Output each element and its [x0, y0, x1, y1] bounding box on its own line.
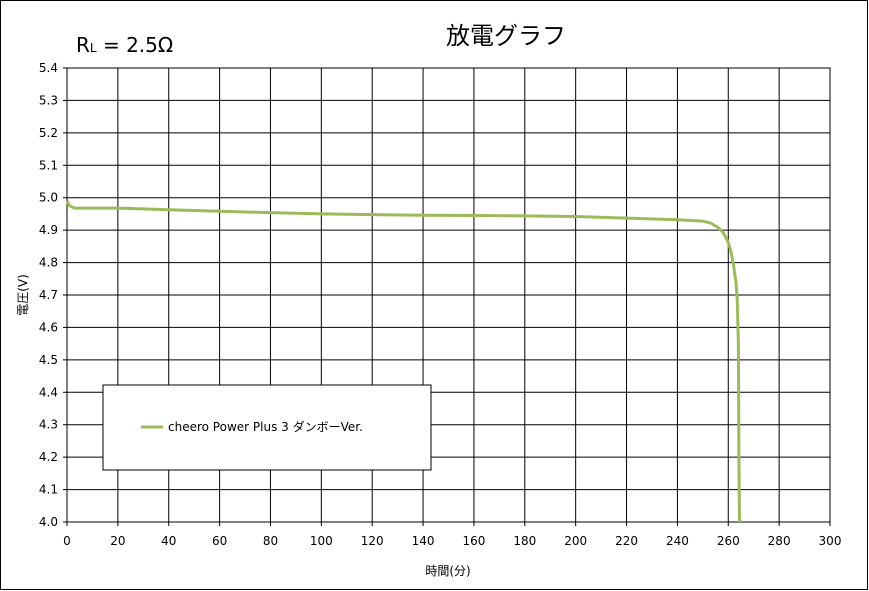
load-resistance-annotation: RL = 2.5Ω [76, 33, 173, 57]
x-tick-label: 140 [412, 534, 435, 548]
annotation-value: = 2.5Ω [97, 33, 174, 57]
x-tick-label: 40 [161, 534, 176, 548]
series-layer [65, 200, 741, 523]
x-tick-label: 160 [462, 534, 485, 548]
y-tick-label: 4.0 [39, 515, 58, 529]
x-tick-label: 180 [513, 534, 536, 548]
legend-label: cheero Power Plus 3 ダンボーVer. [168, 419, 363, 434]
x-tick-label: 60 [212, 534, 227, 548]
y-tick-label: 4.7 [39, 288, 58, 302]
y-tick-label: 5.3 [39, 93, 58, 107]
y-tick-label: 5.2 [39, 126, 58, 140]
x-axis: 0 20 40 60 80 100 120 140 160 180 200 220 240 260 280 3… [63, 522, 841, 548]
x-tick-label: 240 [666, 534, 689, 548]
y-tick-label: 4.1 [39, 483, 58, 497]
y-tick-label: 4.5 [39, 353, 58, 367]
x-tick-label: 100 [310, 534, 333, 548]
x-tick-label: 260 [717, 534, 740, 548]
y-tick-label: 4.4 [39, 385, 58, 399]
y-axis-label: 電圧(V) [16, 274, 30, 316]
x-tick-label: 300 [819, 534, 842, 548]
y-tick-label: 4.8 [39, 256, 58, 270]
y-tick-label: 4.2 [39, 450, 58, 464]
series-line [65, 200, 741, 523]
x-axis-label: 時間(分) [425, 564, 470, 578]
x-tick-label: 120 [361, 534, 384, 548]
annotation-subscript: L [90, 41, 97, 55]
chart-title: 放電グラフ [446, 22, 566, 50]
y-tick-label: 5.1 [39, 158, 58, 172]
x-tick-label: 20 [110, 534, 125, 548]
y-tick-label: 4.6 [39, 320, 58, 334]
x-tick-label: 220 [615, 534, 638, 548]
y-tick-label: 4.3 [39, 418, 58, 432]
x-tick-label: 0 [63, 534, 71, 548]
y-tick-label: 5.0 [39, 191, 58, 205]
legend: cheero Power Plus 3 ダンボーVer. [102, 384, 432, 471]
x-tick-label: 200 [564, 534, 587, 548]
y-axis: 4.0 4.1 4.2 4.3 4.4 4.5 4.6 4.7 4.8 4.9 5.0 5.1 5.2 5… [39, 61, 67, 529]
y-tick-label: 5.4 [39, 61, 58, 75]
x-tick-label: 280 [768, 534, 791, 548]
y-tick-label: 4.9 [39, 223, 58, 237]
x-tick-label: 80 [263, 534, 278, 548]
annotation-main: R [76, 33, 90, 57]
